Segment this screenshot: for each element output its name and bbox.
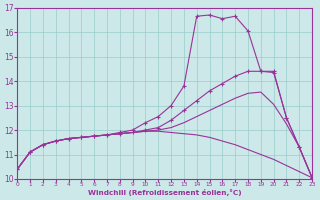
X-axis label: Windchill (Refroidissement éolien,°C): Windchill (Refroidissement éolien,°C) xyxy=(88,189,242,196)
